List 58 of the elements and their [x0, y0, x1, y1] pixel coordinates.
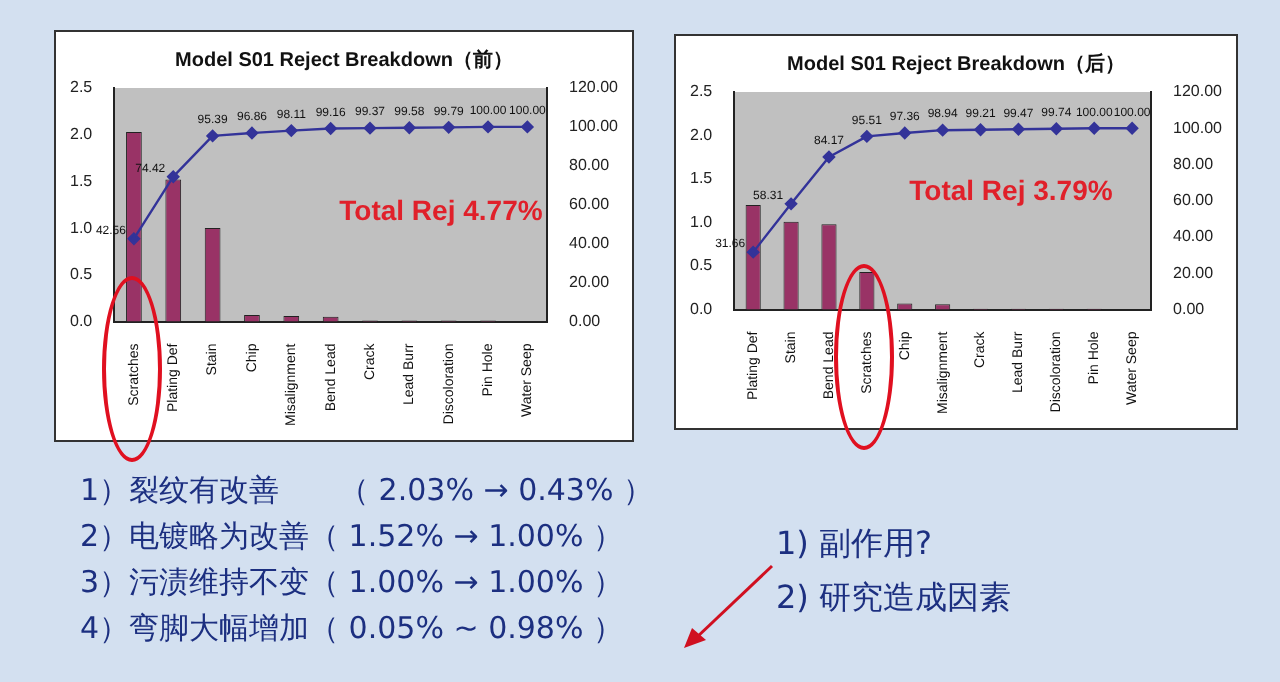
y2-tick-label: 60.00: [569, 195, 611, 214]
text: 2）电镀略为改善（ 1.52% → 1.00% ）: [80, 518, 623, 556]
y-tick-label: 2.0: [69, 125, 94, 144]
y-tick-label: 2.5: [69, 78, 94, 97]
y2-tick-label: 100.00: [1173, 118, 1224, 137]
point: [403, 121, 416, 134]
point: [481, 120, 495, 134]
point: [746, 245, 760, 259]
y2-tick-label: 100.00: [569, 117, 620, 136]
point: [860, 130, 874, 143]
point: [974, 123, 987, 136]
y-tick-label: 1.5: [689, 169, 714, 188]
y-tick-label: 1.0: [69, 218, 94, 237]
y-tick-label: 1.5: [69, 171, 94, 190]
y2-tick-label: 40.00: [569, 234, 611, 253]
point: [245, 126, 259, 140]
y2-tick-label: 0.00: [1173, 299, 1206, 318]
point: [363, 121, 377, 135]
text: 2) 研究造成因素: [776, 578, 1012, 620]
y-tick-label: 2.0: [689, 125, 714, 144]
point: [936, 123, 949, 137]
point: [324, 122, 337, 135]
point: [1125, 122, 1139, 135]
y2-tick-label: 0.00: [569, 311, 602, 330]
y2-tick-label: 40.00: [1173, 227, 1215, 246]
y-tick-label: 0.5: [689, 256, 714, 275]
y-tick-label: 0.0: [689, 299, 714, 318]
y2-tick-label: 20.00: [569, 273, 611, 292]
point: [521, 120, 534, 134]
text: 1）裂纹有改善 （ 2.03% → 0.43% ）: [80, 472, 653, 510]
y-tick-label: 2.5: [689, 82, 714, 101]
y2-tick-label: 60.00: [1173, 191, 1215, 210]
y2-tick-label: 120.00: [569, 78, 620, 97]
y2-tick-label: 80.00: [1173, 154, 1215, 173]
y-tick-label: 0.0: [69, 311, 94, 330]
y-tick-label: 0.5: [69, 265, 94, 284]
y2-tick-label: 20.00: [1173, 263, 1215, 282]
point: [784, 197, 798, 211]
text: 3）污渍维持不变（ 1.00% → 1.00% ）: [80, 564, 623, 602]
point: [1012, 123, 1025, 136]
chart-title: Model S01 Reject Breakdown（后）: [787, 51, 1125, 76]
point: [167, 170, 180, 183]
point: [898, 126, 911, 140]
point: [1050, 122, 1063, 135]
chart-title: Model S01 Reject Breakdown（前）: [175, 47, 513, 72]
y2-tick-label: 80.00: [569, 156, 611, 175]
point: [822, 150, 836, 164]
point: [442, 121, 455, 134]
annotation: Total Rej 3.79%: [909, 174, 1113, 207]
y-tick-label: 1.0: [689, 212, 714, 231]
annotation: Total Rej 4.77%: [339, 193, 543, 226]
y2-tick-label: 120.00: [1173, 82, 1224, 101]
point: [1088, 122, 1101, 135]
point: [206, 129, 219, 143]
text: 4）弯脚大幅增加（ 0.05% ~ 0.98% ）: [80, 610, 623, 648]
text: 1) 副作用?: [776, 524, 932, 566]
point: [285, 124, 298, 137]
point: [127, 232, 141, 245]
